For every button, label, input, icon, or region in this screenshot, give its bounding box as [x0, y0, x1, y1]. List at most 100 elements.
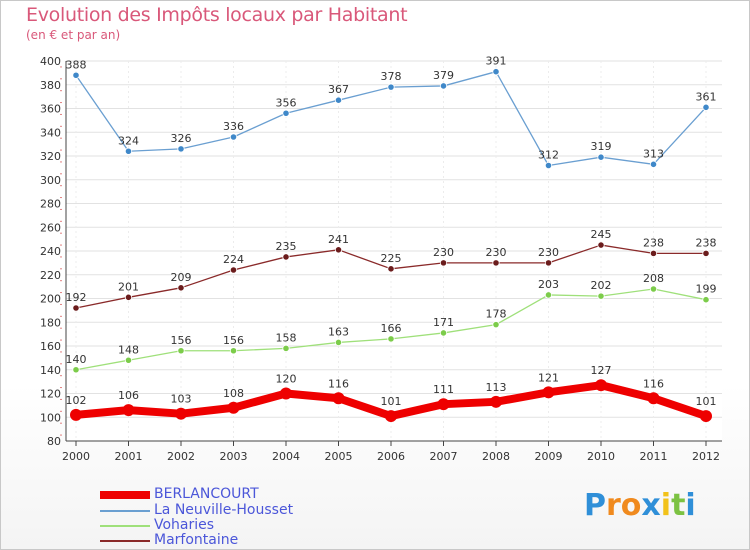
data-label: 238 — [696, 236, 717, 249]
data-point — [597, 153, 605, 161]
data-label: 108 — [223, 387, 244, 400]
data-label: 388 — [66, 58, 87, 71]
data-point — [492, 321, 500, 329]
legend-label-marfontaine: Marfontaine — [154, 532, 239, 548]
data-point — [175, 407, 187, 420]
y-tick-label: 240 — [40, 245, 61, 258]
data-label: 192 — [66, 291, 87, 304]
logo-letter: r — [606, 488, 621, 523]
data-point — [542, 386, 555, 399]
data-point — [387, 83, 395, 91]
data-point — [282, 109, 290, 117]
data-label: 127 — [591, 364, 612, 377]
data-label: 230 — [538, 246, 559, 259]
data-label: 111 — [433, 383, 454, 396]
data-point — [282, 344, 290, 352]
legend-label-berlancourt: BERLANCOURT — [154, 486, 259, 502]
data-label: 158 — [276, 331, 297, 344]
chart-subtitle: (en € et par an) — [26, 28, 121, 42]
proxiti-logo: Proxiti — [584, 488, 696, 523]
y-tick-label: 280 — [40, 198, 61, 211]
data-point — [229, 347, 238, 355]
data-label: 336 — [223, 120, 244, 133]
data-point — [122, 404, 135, 417]
data-label: 319 — [591, 140, 612, 153]
data-point — [124, 147, 133, 155]
data-point — [282, 253, 290, 261]
data-label: 140 — [66, 353, 87, 366]
x-tick-label: 2002 — [167, 450, 195, 463]
data-label: 378 — [381, 70, 402, 83]
y-tick-label: 180 — [40, 316, 61, 329]
data-point — [647, 392, 660, 405]
data-label: 106 — [118, 389, 139, 402]
data-label: 391 — [486, 55, 507, 68]
data-label: 116 — [643, 377, 664, 390]
data-point — [124, 293, 133, 301]
logo-letter: x — [641, 488, 661, 523]
x-tick-label: 2011 — [640, 450, 668, 463]
data-label: 238 — [643, 236, 664, 249]
y-tick-label: 400 — [40, 55, 61, 68]
x-tick-label: 2008 — [482, 450, 510, 463]
data-point — [702, 296, 710, 304]
data-point — [702, 249, 710, 257]
logo-letter: t — [671, 488, 686, 523]
data-point — [334, 246, 343, 254]
y-tick-label: 120 — [40, 388, 61, 401]
y-tick-label: 340 — [40, 126, 61, 139]
logo-letter: i — [660, 488, 672, 523]
x-tick-label: 2005 — [325, 450, 353, 463]
data-point — [597, 292, 605, 300]
data-label: 156 — [223, 334, 244, 347]
data-label: 361 — [696, 90, 717, 103]
data-label: 230 — [486, 246, 507, 259]
data-point — [387, 265, 395, 273]
data-label: 235 — [276, 240, 297, 253]
data-label: 171 — [433, 316, 454, 329]
x-tick-label: 2007 — [430, 450, 458, 463]
legend-label-la-neuville-housset: La Neuville-Housset — [154, 502, 294, 518]
data-label: 113 — [486, 381, 507, 394]
data-point — [177, 284, 185, 292]
data-point — [280, 387, 292, 400]
data-point — [385, 410, 397, 423]
y-tick-label: 260 — [40, 221, 61, 234]
data-label: 208 — [643, 272, 664, 285]
data-label: 245 — [591, 228, 612, 241]
data-label: 356 — [276, 96, 297, 109]
data-point — [334, 96, 343, 104]
legend-swatch-berlancourt — [100, 491, 150, 499]
logo-letter: o — [620, 488, 642, 523]
data-point — [595, 379, 607, 392]
data-label: 163 — [328, 325, 349, 338]
data-point — [72, 366, 80, 374]
data-point — [439, 329, 448, 337]
data-label: 103 — [171, 393, 192, 406]
y-tick-label: 360 — [40, 103, 61, 116]
legend-label-voharies: Voharies — [154, 517, 215, 533]
y-tick-label: 380 — [40, 79, 61, 92]
data-label: 166 — [381, 322, 402, 335]
data-label: 102 — [66, 394, 87, 407]
logo-letter: i — [685, 488, 696, 523]
data-point — [649, 285, 658, 293]
data-point — [334, 338, 343, 347]
data-label: 199 — [696, 283, 717, 296]
data-point — [177, 347, 185, 355]
data-label: 209 — [171, 271, 192, 284]
data-label: 201 — [118, 280, 139, 293]
data-label: 313 — [643, 147, 664, 160]
data-label: 324 — [118, 134, 139, 147]
data-label: 326 — [171, 132, 192, 145]
x-tick-label: 2000 — [62, 450, 90, 463]
data-point — [227, 401, 240, 414]
y-tick-label: 160 — [40, 340, 61, 353]
data-label: 156 — [171, 334, 192, 347]
data-label: 230 — [433, 246, 454, 259]
x-tick-label: 2001 — [115, 450, 143, 463]
legend-swatch-voharies — [100, 525, 150, 527]
data-point — [387, 335, 395, 343]
data-point — [124, 356, 133, 364]
